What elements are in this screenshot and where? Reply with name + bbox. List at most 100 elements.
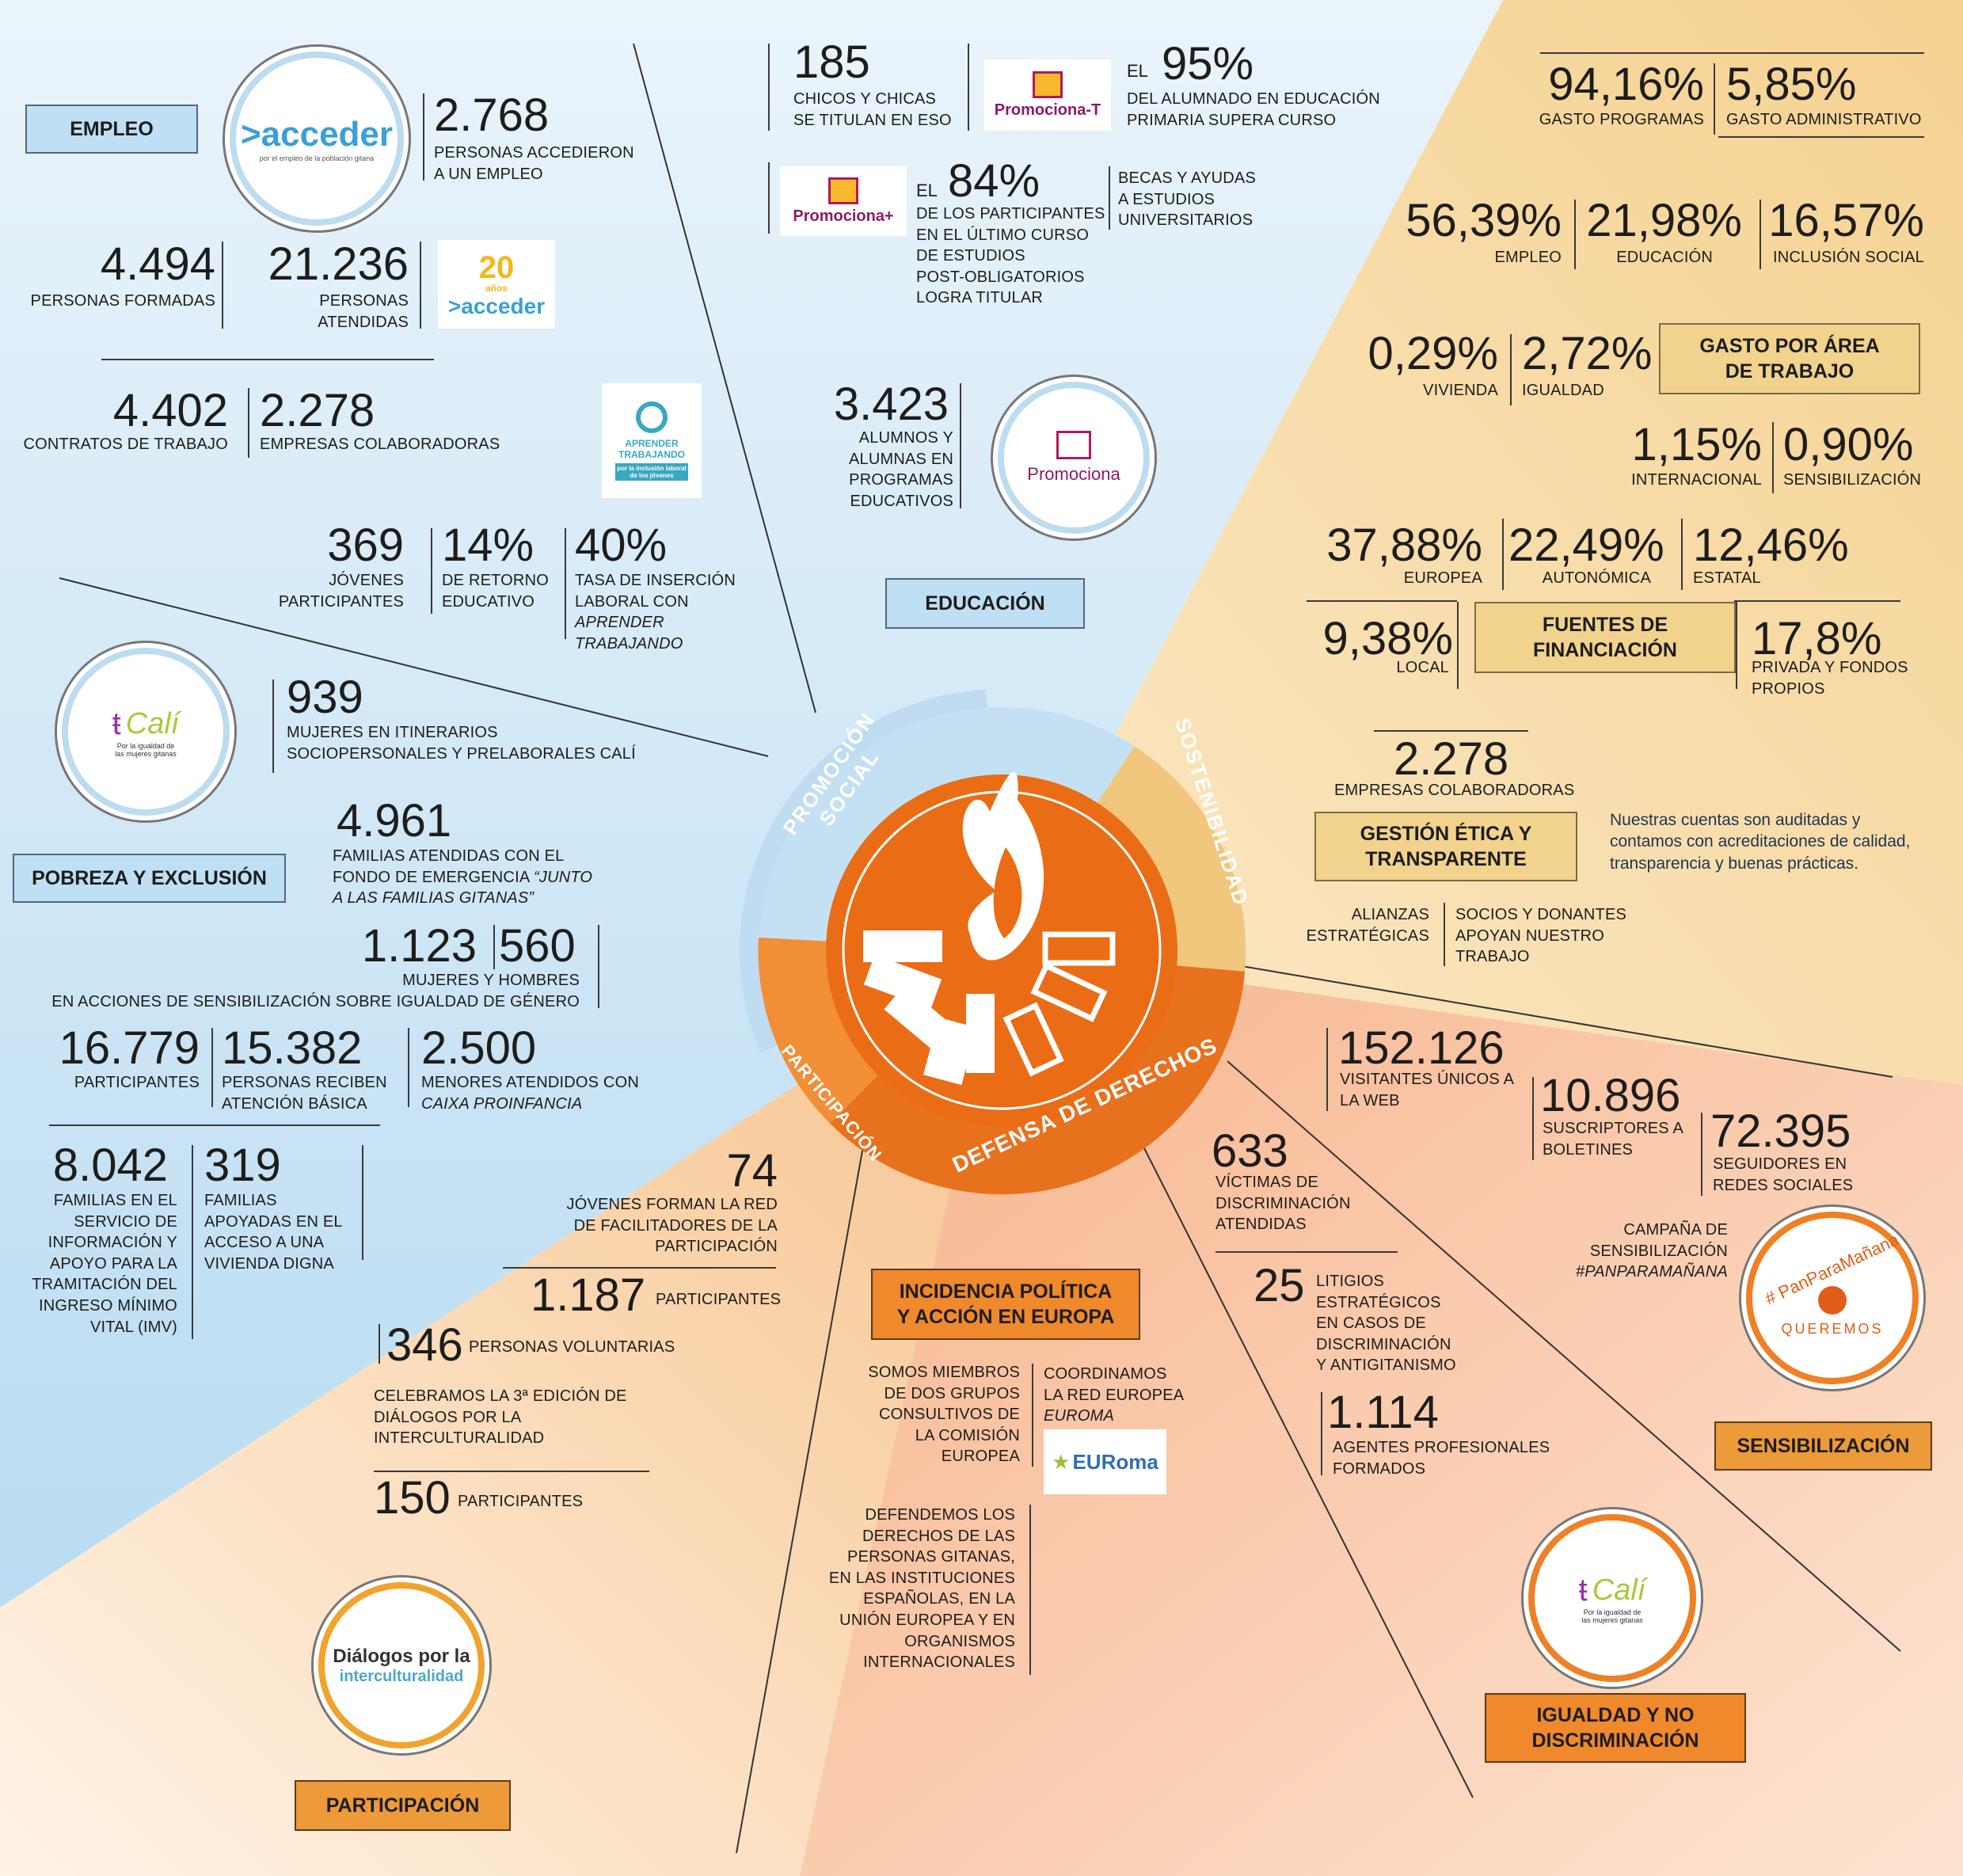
der-c7: VISITANTES ÚNICOS A LA WEB (1340, 1071, 1515, 1109)
empleo-c6: JÓVENES PARTICIPANTES (278, 572, 404, 611)
pob-c7-italic: CAIXA PROINFANCIA (421, 1094, 583, 1113)
edu-c5: ALUMNOS Y ALUMNAS EN PROGRAMAS EDUCATIVO… (848, 429, 953, 510)
edu-v5: 3.423 (833, 379, 949, 430)
aprender-sub: por la inclusión laboral de los jóvenes (615, 462, 688, 481)
euroma-logo: ★ EURoma (1044, 1429, 1166, 1494)
label-fuentes: FUENTES DE FINANCIACIÓN (1474, 602, 1736, 673)
edu-v1: 185 (793, 36, 870, 88)
pob-v3: 1.123 (361, 920, 477, 972)
label-igualdad: IGUALDAD Y NO DISCRIMINACIÓN (1485, 1693, 1746, 1763)
sost-v11: 22,49% (1508, 519, 1664, 571)
der-c2: COORDINAMOS LA RED EUROPEA EUROMA (1044, 1365, 1185, 1425)
part-v5: 150 (374, 1472, 451, 1524)
pob-c8: FAMILIAS EN EL SERVICIO DE INFORMACIÓN Y… (32, 1192, 177, 1336)
ppm-fire-icon (1818, 1285, 1847, 1315)
promociona-t-icon (1033, 70, 1063, 98)
pob-v9: 319 (204, 1140, 281, 1191)
der-c2-italic: EUROMA (1044, 1407, 1114, 1425)
sost-v10: 37,88% (1326, 519, 1482, 571)
edu-c2: DEL ALUMNADO EN EDUCACIÓN PRIMARIA SUPER… (1127, 90, 1380, 129)
label-sensibilizacion: SENSIBILIZACIÓN (1714, 1421, 1932, 1471)
edu-pre2: EL (1127, 61, 1148, 81)
sost-v7: 2,72% (1522, 328, 1653, 379)
aprender-text: APRENDER TRABAJANDO (618, 437, 685, 460)
sost-v2: 5,85% (1726, 59, 1857, 110)
pob-v8: 8.042 (52, 1140, 168, 1191)
sector-sostenibilidad (1002, 0, 1963, 1085)
empleo-v5: 2.278 (260, 385, 375, 436)
sost-c9: SENSIBILIZACIÓN (1783, 471, 1922, 489)
cali-seal-orange: ŧ Calí Por la igualdad de las mujeres git… (1528, 1514, 1696, 1682)
empleo-v6: 369 (327, 519, 404, 571)
pob-v4: 560 (499, 920, 576, 972)
edu-v3: 84% (948, 155, 1040, 207)
empleo-v2: 4.494 (100, 238, 215, 290)
sost-c15: EMPRESAS COLABORADORAS (1334, 782, 1575, 799)
label-pobreza: POBREZA Y EXCLUSIÓN (13, 854, 286, 903)
sost-note: Nuestras cuentas son auditadas y contamo… (1610, 811, 1911, 873)
sost-v15: 2.278 (1394, 733, 1509, 785)
part-c5: PARTICIPANTES (458, 1493, 584, 1510)
label-empleo: EMPLEO (25, 105, 198, 154)
der-v8: 10.896 (1540, 1070, 1681, 1121)
part-v3: 346 (386, 1319, 463, 1371)
promociona-t-logo: Promociona-T (984, 59, 1111, 131)
empleo-v7: 14% (442, 519, 534, 571)
der-c9: SEGUIDORES EN REDES SOCIALES (1713, 1155, 1854, 1194)
der-c3: DEFENDEMOS LOS DERECHOS DE LAS PERSONAS … (828, 1506, 1015, 1672)
sector-promocion (0, 0, 1503, 1608)
ppm-bottom: QUEREMOS (1781, 1320, 1884, 1337)
der-c10: CAMPAÑA DE SENSIBILIZACIÓN #PANPARAMAÑAN… (1575, 1221, 1728, 1281)
acceder-20-logo: 20 años >acceder (438, 240, 555, 329)
cali-text-2: Calí (1592, 1573, 1646, 1607)
part-v2: 1.187 (531, 1269, 646, 1321)
part-c3: PERSONAS VOLUNTARIAS (469, 1338, 675, 1356)
acceder-20-number: 20 (478, 249, 515, 285)
der-v5: 25 (1254, 1260, 1305, 1311)
edu-c3: DE LOS PARTICIPANTES EN EL ÚLTIMO CURSO … (916, 205, 1105, 307)
sost-c14: PRIVADA Y FONDOS PROPIOS (1752, 659, 1908, 698)
cali-seal-blue: ŧ Calí Por la igualdad de las mujeres git… (62, 648, 230, 816)
empleo-v8: 40% (575, 519, 668, 571)
pob-v5: 16.779 (59, 1022, 200, 1074)
sost-v3: 56,39% (1406, 195, 1562, 246)
cali-text: Calí (125, 706, 180, 740)
der-c1: SOMOS MIEMBROS DE DOS GRUPOS CONSULTIVOS… (868, 1364, 1020, 1466)
pob-c3: MUJERES Y HOMBRES EN ACCIONES DE SENSIBI… (51, 972, 580, 1010)
acceder-20-text: >acceder (447, 293, 546, 318)
sost-c1: GASTO PROGRAMAS (1539, 111, 1704, 128)
sost-v14: 17,8% (1752, 613, 1882, 664)
promociona-icon (1056, 431, 1091, 459)
sost-c2: GASTO ADMINISTRATIVO (1726, 111, 1922, 128)
euroma-stars-icon: ★ (1052, 1449, 1071, 1474)
empleo-c8-italic: APRENDER TRABAJANDO (575, 614, 683, 653)
der-c8: SUSCRIPTORES A BOLETINES (1543, 1120, 1684, 1159)
sost-v12: 12,46% (1693, 519, 1849, 571)
der-c4: VÍCTIMAS DE DISCRIMINACIÓN ATENDIDAS (1215, 1174, 1351, 1234)
empleo-c5: EMPRESAS COLABORADORAS (260, 436, 500, 453)
pob-v7: 2.500 (421, 1022, 537, 1074)
der-c10-italic: #PANPARAMAÑANA (1575, 1263, 1728, 1281)
sost-c16: ALIANZAS ESTRATÉGICAS (1306, 906, 1429, 945)
acceder-logo-sub: por el empleo de la población gitana (259, 154, 375, 162)
pob-v1: 939 (287, 672, 363, 723)
promociona-t-text: Promociona-T (994, 101, 1101, 119)
cali-icon-2: ŧ (1578, 1572, 1588, 1608)
sector-participacion (0, 950, 1002, 1876)
pob-c1: MUJERES EN ITINERARIOS SOCIOPERSONALES Y… (287, 724, 636, 763)
sost-c4: EDUCACIÓN (1616, 249, 1713, 266)
sost-c11: AUTONÓMICA (1542, 569, 1651, 587)
dialogos-top: Diálogos por la (333, 1645, 470, 1667)
empleo-v4: 4.402 (112, 385, 228, 436)
fire-logo-icon (863, 771, 1116, 1086)
dialogos-bottom: interculturalidad (339, 1667, 464, 1685)
sost-c10: EUROPEA (1403, 569, 1482, 587)
empleo-v3: 21.236 (268, 238, 409, 290)
der-c6: AGENTES PROFESIONALES FORMADOS (1333, 1439, 1550, 1478)
pob-c9: FAMILIAS APOYADAS EN EL ACCESO A UNA VIV… (204, 1192, 343, 1273)
label-gestion: GESTIÓN ÉTICA Y TRANSPARENTE (1314, 812, 1577, 881)
sost-c7: IGUALDAD (1522, 382, 1604, 399)
label-incidencia: INCIDENCIA POLÍTICA Y ACCIÓN EN EUROPA (871, 1269, 1140, 1340)
sost-v8: 1,15% (1631, 419, 1762, 470)
